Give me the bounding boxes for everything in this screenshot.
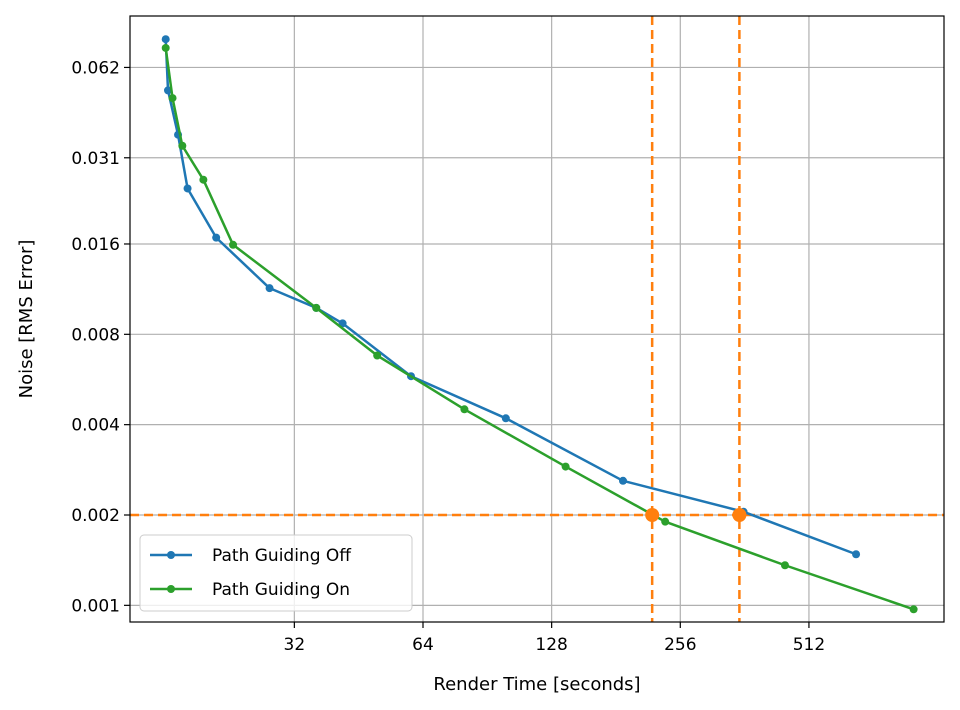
- y-axis-ticks: 0.001 0.002 0.004 0.008 0.016 0.031 0.062: [71, 58, 130, 616]
- legend-entry-label: Path Guiding On: [212, 580, 350, 600]
- series-2: [161, 43, 918, 614]
- plot-frame: [129, 15, 945, 623]
- data-point: [661, 517, 670, 526]
- data-point: [212, 233, 221, 242]
- data-point: [161, 35, 170, 44]
- y-tick-label: 0.062: [71, 58, 120, 78]
- y-tick-label: 0.004: [71, 416, 120, 436]
- data-point: [460, 405, 469, 414]
- y-axis-label: Noise [RMS Error]: [16, 240, 37, 399]
- data-point: [312, 303, 321, 312]
- highlight-markers: [645, 507, 747, 522]
- data-point: [852, 550, 861, 559]
- legend: Path Guiding Off Path Guiding On: [139, 534, 413, 612]
- x-tick-label: 256: [664, 635, 696, 655]
- x-axis-label: Render Time [seconds]: [433, 674, 640, 695]
- data-point: [265, 284, 274, 293]
- legend-box: [139, 534, 413, 612]
- series-line: [164, 47, 915, 611]
- data-point: [178, 141, 187, 150]
- y-tick-label: 0.016: [71, 235, 120, 255]
- data-point: [161, 43, 170, 52]
- x-tick-label: 32: [284, 635, 306, 655]
- y-tick-label: 0.002: [71, 506, 120, 526]
- x-axis-ticks: 32 64 128 256 512: [284, 622, 825, 655]
- y-tick-label: 0.008: [71, 325, 120, 345]
- x-tick-label: 128: [535, 635, 567, 655]
- legend-swatch-marker: [167, 585, 175, 593]
- data-point: [199, 175, 208, 184]
- highlight-marker: [645, 507, 660, 522]
- y-tick-label: 0.031: [71, 149, 120, 169]
- grid: [130, 16, 944, 622]
- data-point: [168, 94, 177, 103]
- series-layer: [161, 35, 918, 614]
- legend-swatch-marker: [167, 551, 175, 559]
- x-tick-label: 64: [412, 635, 434, 655]
- data-point: [229, 240, 238, 249]
- data-point: [373, 351, 382, 360]
- data-point: [909, 605, 918, 614]
- x-tick-label: 512: [793, 635, 825, 655]
- data-point: [183, 184, 192, 193]
- y-tick-label: 0.001: [71, 596, 120, 616]
- data-point: [780, 561, 789, 570]
- data-point: [561, 462, 570, 471]
- highlight-marker: [732, 507, 747, 522]
- data-point: [618, 476, 627, 485]
- legend-entry-label: Path Guiding Off: [212, 546, 352, 566]
- data-point: [501, 414, 510, 423]
